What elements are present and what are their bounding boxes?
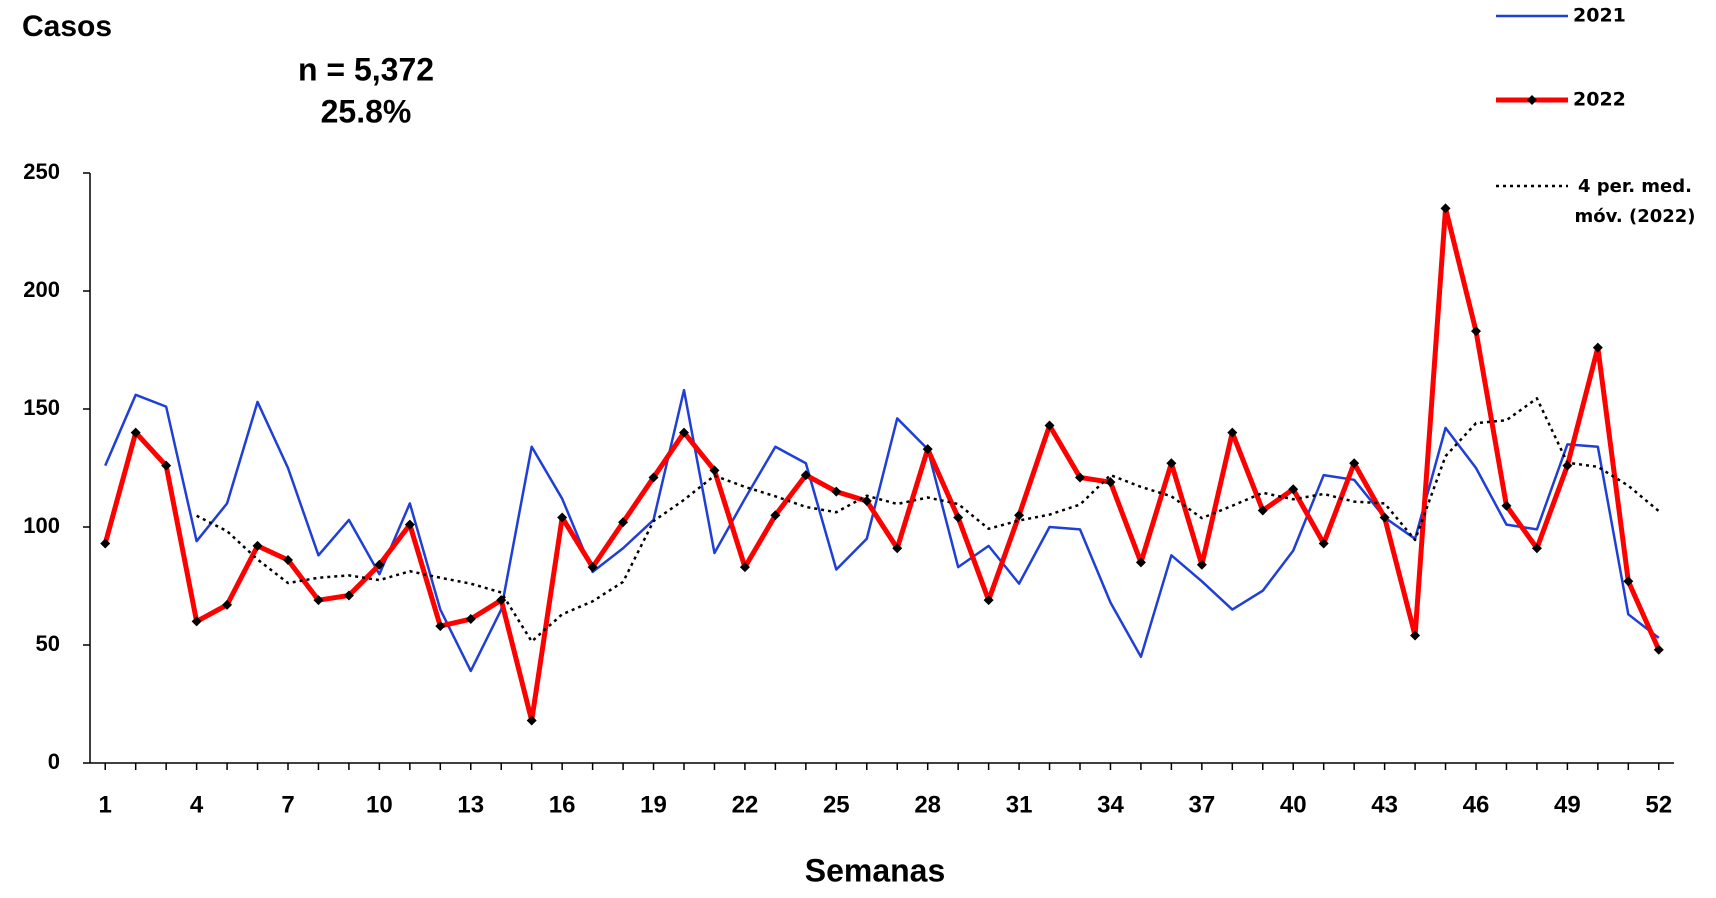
x-tick-label: 28 — [914, 791, 941, 818]
x-tick-label: 43 — [1371, 791, 1398, 818]
point — [1105, 477, 1116, 488]
point — [374, 559, 385, 570]
point — [1075, 472, 1085, 483]
annotation: n = 5,372 — [298, 51, 434, 87]
x-tick-label: 22 — [732, 791, 759, 818]
point — [1440, 203, 1451, 214]
x-tick-label: 49 — [1554, 791, 1581, 818]
point — [283, 555, 293, 566]
point — [465, 614, 476, 625]
point — [343, 590, 354, 601]
point — [1531, 543, 1542, 554]
point — [739, 562, 750, 573]
legend-marker — [1527, 95, 1537, 105]
point — [1166, 458, 1177, 469]
legend-label: 4 per. med. móv. (2022) — [1574, 176, 1696, 227]
point — [770, 510, 781, 521]
x-tick-label: 4 — [190, 791, 204, 818]
x-tick-label: 46 — [1463, 791, 1490, 818]
point — [587, 562, 598, 573]
point — [313, 595, 324, 606]
point — [557, 512, 568, 523]
point — [679, 427, 689, 438]
legend-label: 2021 — [1573, 5, 1626, 27]
point — [709, 465, 720, 476]
point — [130, 427, 141, 438]
point — [1318, 538, 1329, 549]
x-tick-label: 31 — [1006, 791, 1033, 818]
point — [1623, 576, 1634, 587]
point — [1562, 460, 1573, 471]
point — [1471, 326, 1481, 337]
y-tick-label: 250 — [23, 159, 60, 184]
x-tick-label: 40 — [1280, 791, 1307, 818]
point — [1592, 342, 1603, 353]
y-axis-label: Casos — [22, 10, 112, 43]
x-tick-label: 37 — [1188, 791, 1215, 818]
point — [983, 595, 994, 606]
x-tick-label: 16 — [549, 791, 576, 818]
legend-label: 2022 — [1573, 89, 1626, 111]
point — [831, 486, 842, 497]
x-tick-label: 7 — [281, 791, 294, 818]
x-tick-label: 52 — [1645, 791, 1672, 818]
point — [1349, 458, 1360, 469]
x-tick-label: 13 — [457, 791, 484, 818]
point — [222, 599, 233, 610]
x-tick-label: 10 — [366, 791, 393, 818]
y-tick-label: 50 — [36, 631, 60, 656]
point — [1044, 420, 1055, 431]
series-line — [196, 397, 1660, 643]
x-tick-label: 1 — [99, 791, 112, 818]
point — [922, 444, 933, 455]
y-tick-label: 100 — [23, 513, 60, 538]
point — [892, 543, 903, 554]
point — [1501, 500, 1512, 511]
point — [1379, 512, 1390, 523]
point — [1410, 630, 1421, 641]
series-line — [104, 388, 1660, 673]
point — [1288, 484, 1299, 495]
point — [1653, 644, 1664, 655]
point — [1135, 557, 1146, 568]
x-tick-label: 25 — [823, 791, 850, 818]
point — [1196, 559, 1207, 570]
point — [191, 616, 202, 627]
point — [435, 621, 446, 632]
point — [404, 519, 415, 530]
point — [1014, 510, 1025, 521]
annotation: 25.8% — [321, 93, 412, 129]
y-tick-label: 0 — [48, 749, 60, 774]
point — [1227, 427, 1238, 438]
x-axis-label: Semanas — [805, 852, 946, 888]
y-tick-label: 150 — [23, 395, 60, 420]
point — [618, 517, 629, 528]
y-tick-label: 200 — [23, 277, 60, 302]
point — [161, 460, 172, 471]
point — [861, 496, 872, 507]
point — [800, 470, 811, 481]
point — [252, 540, 263, 551]
x-tick-label: 34 — [1097, 791, 1124, 818]
point — [526, 715, 537, 726]
point — [953, 512, 964, 523]
point — [100, 538, 111, 549]
x-tick-label: 19 — [640, 791, 667, 818]
series-line — [102, 205, 1662, 724]
point — [648, 472, 659, 483]
point — [1257, 505, 1268, 516]
